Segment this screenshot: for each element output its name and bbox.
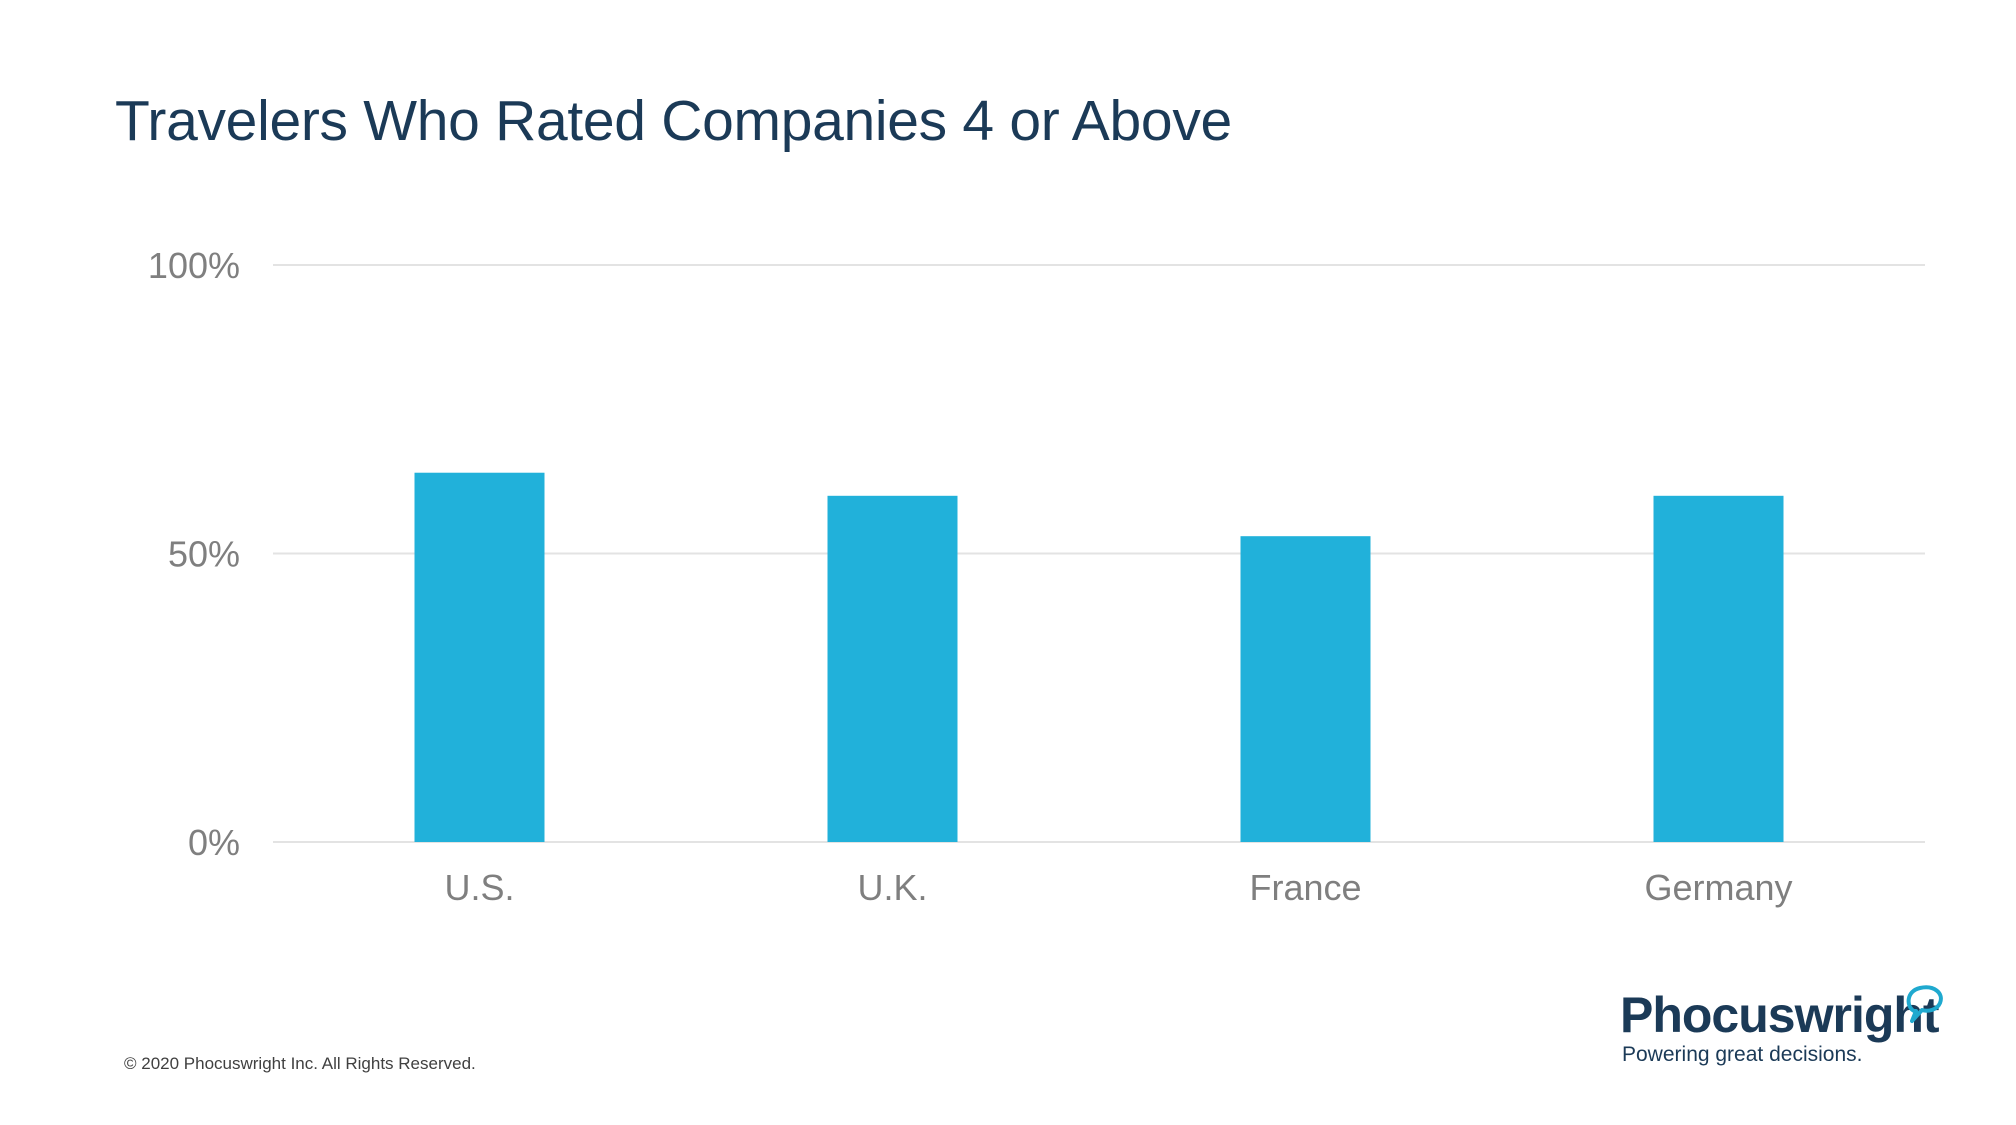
copyright-text: © 2020 Phocuswright Inc. All Rights Rese… xyxy=(124,1054,476,1073)
x-tick-label: Germany xyxy=(1644,867,1792,908)
y-tick-label: 100% xyxy=(148,245,240,286)
bar xyxy=(827,495,958,842)
x-tick-label: France xyxy=(1249,867,1361,908)
logo-tagline: Powering great decisions. xyxy=(1622,1043,1863,1066)
x-tick-label: U.S. xyxy=(444,867,514,908)
chart-title: Travelers Who Rated Companies 4 or Above xyxy=(115,89,1232,153)
company-logo: Phocuswright Powering great decisions. xyxy=(1620,985,1960,1075)
bar xyxy=(414,472,545,842)
bar xyxy=(1653,495,1784,842)
speech-bubble-icon xyxy=(1906,985,1943,1023)
y-tick-label: 50% xyxy=(168,534,240,575)
y-tick-label: 0% xyxy=(188,822,240,863)
x-tick-label: U.K. xyxy=(857,867,927,908)
bar xyxy=(1240,536,1371,842)
logo-wordmark: Phocuswright xyxy=(1620,987,1940,1043)
